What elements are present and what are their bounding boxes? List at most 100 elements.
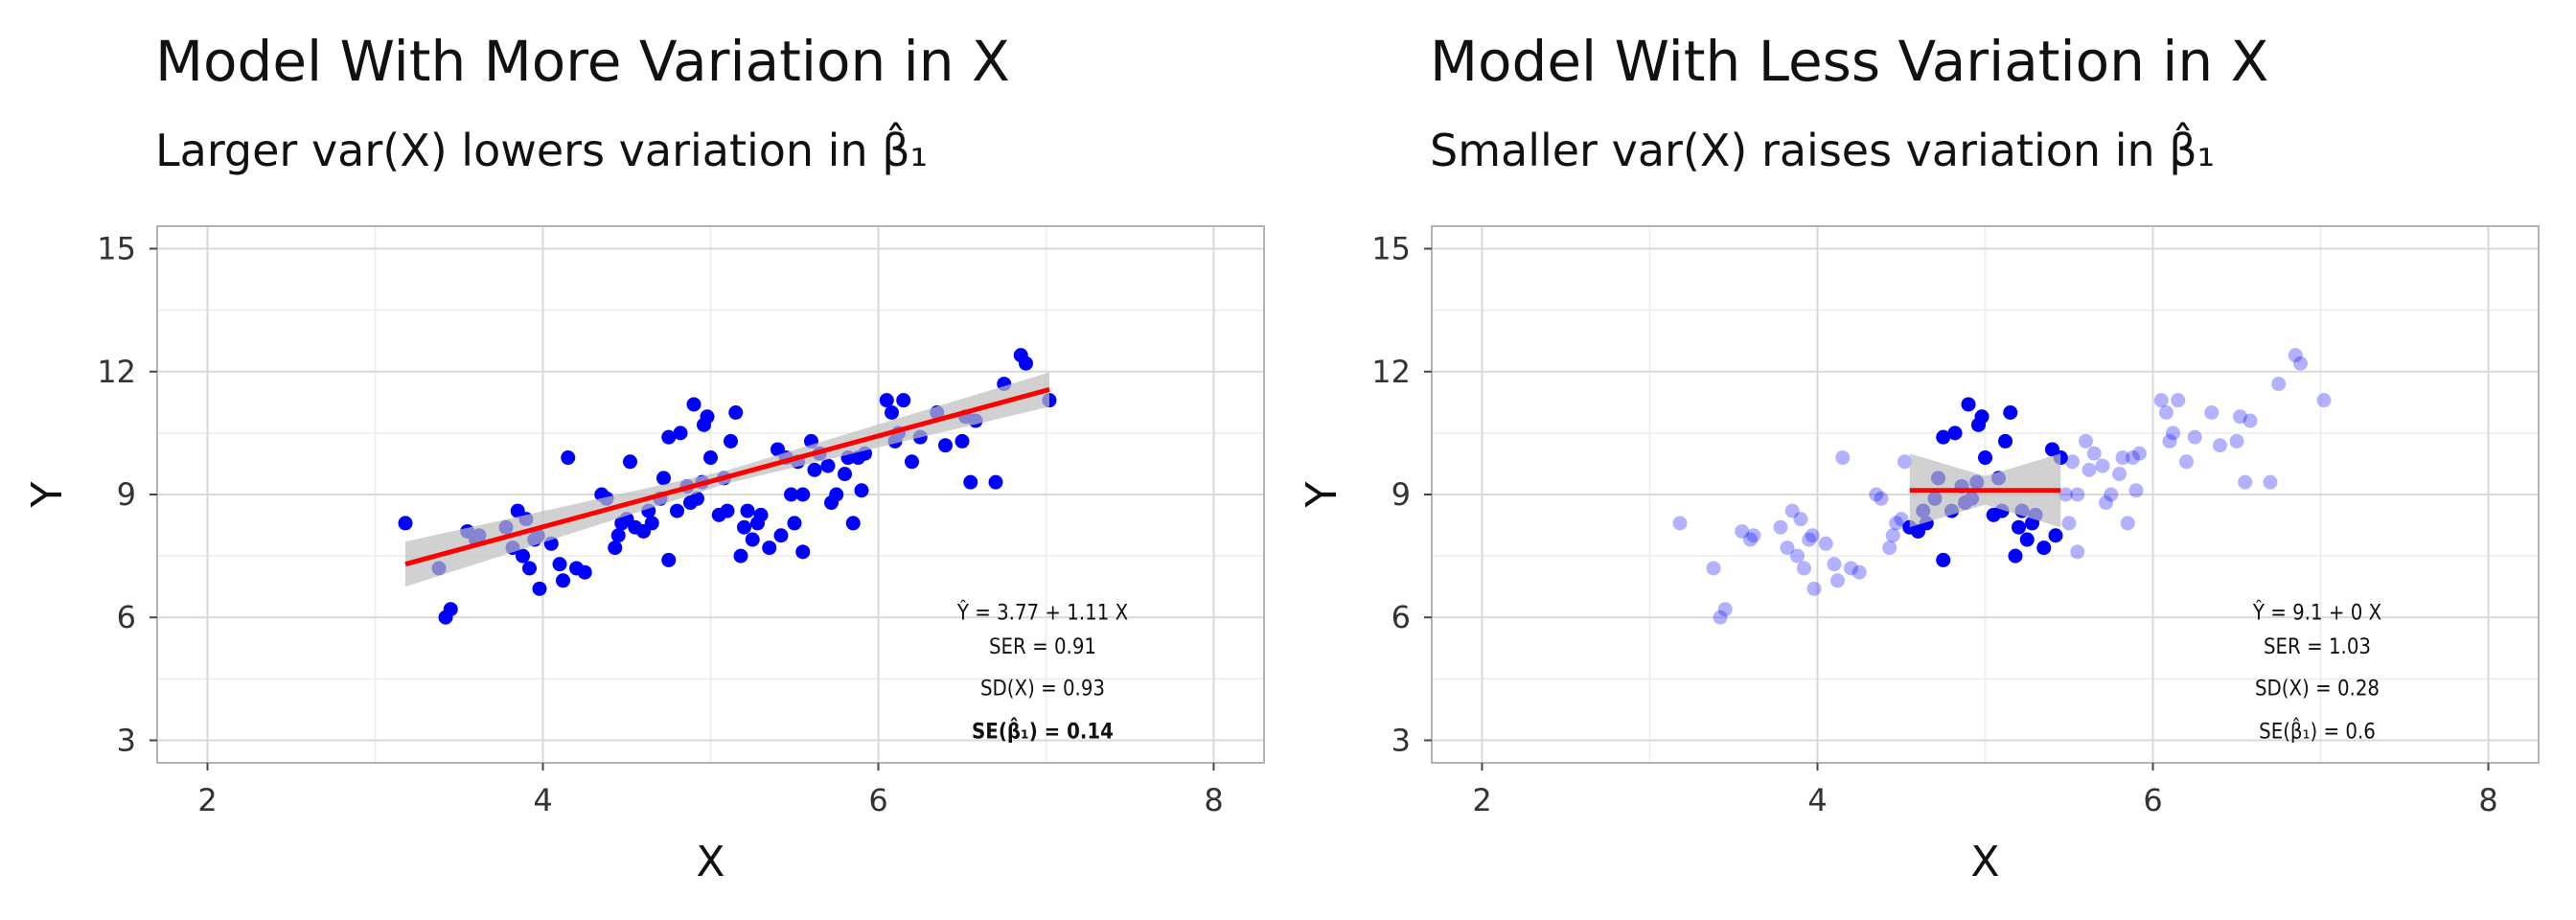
right-data-point [1978,450,1992,466]
left-data-point [661,552,677,567]
right-data-point [1746,528,1761,543]
left-confidence-band [405,372,1049,587]
right-data-point [1790,548,1805,564]
left-annotation-ser: SER = 0.91 [989,635,1096,659]
right-data-point [2061,516,2077,531]
right-data-point [2012,519,2026,535]
left-x-tick-label: 4 [533,782,552,818]
left-data-point [522,561,537,576]
left-data-point [879,393,894,408]
right-data-point [2099,495,2113,511]
right-data-point [1773,519,1788,535]
left-data-point [608,540,623,556]
left-x-axis-title: X [696,838,724,886]
right-data-point [2242,413,2258,428]
left-data-point [905,454,919,470]
right-data-point [2233,409,2247,425]
right-data-point [2179,454,2194,470]
right-data-point [2070,544,2085,560]
right-data-point [1830,573,1845,588]
right-data-point [2120,516,2135,531]
right-chart-subtitle: Smaller var(X) raises variation in β̂₁ [1430,125,2216,176]
left-data-point [556,573,570,588]
left-data-point [829,487,844,502]
right-data-point [2132,446,2147,461]
right-data-point [2104,487,2119,502]
right-data-point [2065,454,2080,470]
left-annotation-yhat: Ŷ = 3.77 + 1.11 X [956,600,1128,625]
right-data-point [1835,450,1851,466]
right-data-point [1780,540,1795,556]
left-y-axis-title: Y [23,481,72,508]
right-data-point [1998,433,2012,448]
left-data-point [686,397,702,412]
right-x-tick-label: 8 [2478,782,2497,818]
right-data-point [2115,450,2130,466]
right-annotation-ser: SER = 1.03 [2264,635,2371,659]
right-data-point [2271,377,2287,392]
right-data-point [1735,523,1750,539]
left-data-point [773,528,789,543]
right-data-point [2153,393,2169,408]
right-data-point [1889,516,1904,531]
left-data-point [753,507,769,522]
right-data-point [1961,397,1976,412]
right-data-point [2159,405,2174,421]
right-data-point [2112,467,2127,482]
right-data-point [2070,487,2085,502]
left-data-point [516,548,530,564]
right-data-point [1743,532,1758,547]
left-fit-line [404,387,1050,567]
left-data-point [661,429,677,445]
left-data-point [745,532,760,547]
right-data-point [1818,536,1833,551]
left-chart-subtitle: Larger var(X) lowers variation in β̂₁ [155,125,929,176]
right-data-point [1784,503,1800,518]
right-y-axis-title: Y [1298,481,1346,508]
right-data-point [2187,429,2202,445]
left-data-point [740,503,755,518]
right-data-point [2128,483,2144,498]
left-data-point [724,433,738,448]
right-data-point [1882,540,1898,556]
right-data-point [1844,561,1858,576]
right-data-point [2229,433,2244,448]
left-y-tick-label: 6 [117,599,136,635]
left-data-point [703,450,718,466]
right-data-point [2019,532,2035,547]
left-data-point [795,487,811,502]
left-data-point [845,516,861,531]
right-data-point [2008,548,2023,564]
left-data-point [854,483,869,498]
right-data-point [1797,561,1811,576]
right-data-point [1672,516,1688,531]
right-annotation-se: SE(β̂₁) = 0.6 [2259,718,2376,744]
right-data-point [2058,487,2073,502]
left-data-point [561,450,576,466]
left-annotation-se: SE(β̂₁) = 0.14 [972,718,1114,744]
right-data-point [2086,446,2102,461]
right-data-point [1936,429,1951,445]
right-data-point [1713,610,1728,625]
left-annotation-sdx: SD(X) = 0.93 [980,677,1105,701]
right-annotation-yhat: Ŷ = 9.1 + 0 X [2252,600,2381,625]
right-y-tick-label: 3 [1392,722,1411,758]
left-data-point [784,487,798,502]
right-y-tick-label: 15 [1371,231,1411,267]
right-data-point [2003,405,2018,421]
left-data-point [896,393,911,408]
right-data-point [1936,552,1951,567]
right-data-point [1827,557,1842,572]
right-data-point [1974,409,1990,425]
left-data-point [673,426,688,441]
left-data-point [398,516,413,531]
left-data-point [954,433,970,448]
right-data-point [1793,512,1808,527]
left-chart: 2 4 6 8 3 6 9 12 15 X Y Ŷ = 3.77 + 1.11 X SER = 0.91… [23,225,1265,886]
right-data-point [1869,487,1884,502]
left-data-point [1019,356,1033,371]
right-data-point [2095,458,2110,473]
left-data-point [443,602,458,617]
right-annotation-sdx: SD(X) = 0.28 [2255,677,2380,701]
left-y-tick-label: 3 [117,722,136,758]
